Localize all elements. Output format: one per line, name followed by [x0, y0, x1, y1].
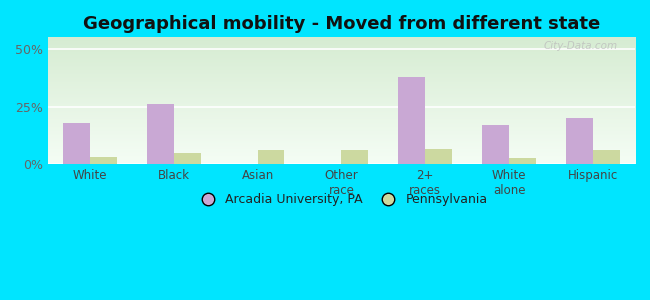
Bar	[425, 149, 452, 164]
Bar	[509, 158, 536, 164]
Title: Geographical mobility - Moved from different state: Geographical mobility - Moved from diffe…	[83, 15, 600, 33]
Bar	[63, 123, 90, 164]
Bar	[566, 118, 593, 164]
Legend: Arcadia University, PA, Pennsylvania: Arcadia University, PA, Pennsylvania	[190, 188, 493, 211]
Text: City-Data.com: City-Data.com	[543, 41, 618, 51]
Bar	[174, 153, 200, 164]
Bar	[257, 150, 285, 164]
Bar	[147, 104, 174, 164]
Bar	[341, 150, 369, 164]
Bar	[482, 125, 509, 164]
Bar	[90, 157, 116, 164]
Bar	[398, 76, 425, 164]
Bar	[593, 150, 620, 164]
